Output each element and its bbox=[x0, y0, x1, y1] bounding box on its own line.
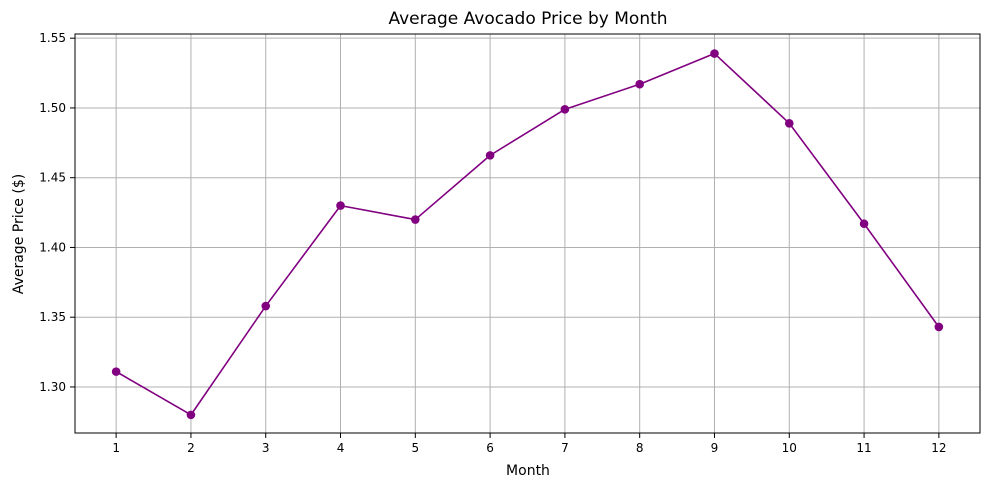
x-tick-label: 10 bbox=[782, 441, 797, 455]
data-point bbox=[186, 410, 196, 420]
data-point bbox=[635, 79, 644, 89]
y-tick-label: 1.50 bbox=[39, 101, 66, 115]
x-axis-label: Month bbox=[506, 463, 550, 479]
x-tick-label: 1 bbox=[112, 441, 120, 455]
y-tick-label: 1.35 bbox=[39, 310, 66, 324]
x-tick-label: 5 bbox=[411, 441, 419, 455]
y-tick-label: 1.30 bbox=[39, 380, 66, 394]
x-tick-label: 6 bbox=[486, 441, 494, 455]
x-tick-label: 3 bbox=[262, 441, 270, 455]
grid-lines bbox=[75, 34, 980, 433]
data-point bbox=[859, 219, 869, 229]
data-point bbox=[336, 201, 345, 210]
y-axis-ticks: 1.30 1.35 1.40 1.45 1.50 1.55 bbox=[39, 31, 75, 394]
x-tick-label: 8 bbox=[636, 441, 644, 455]
x-tick-label: 4 bbox=[337, 441, 345, 455]
y-tick-label: 1.55 bbox=[39, 31, 66, 45]
series-line bbox=[115, 52, 940, 416]
x-tick-label: 9 bbox=[711, 441, 719, 455]
data-point bbox=[934, 322, 944, 332]
data-point bbox=[485, 151, 495, 160]
y-tick-label: 1.45 bbox=[39, 171, 66, 185]
data-point bbox=[411, 215, 420, 224]
x-tick-label: 12 bbox=[931, 441, 946, 455]
series-layer bbox=[111, 49, 944, 420]
y-tick-label: 1.40 bbox=[39, 240, 66, 254]
data-point bbox=[261, 301, 271, 311]
x-axis-ticks: 1 2 3 4 5 6 7 8 9 10 11 12 bbox=[112, 433, 947, 455]
data-point bbox=[710, 49, 719, 58]
x-tick-label: 11 bbox=[856, 441, 871, 455]
x-tick-label: 7 bbox=[561, 441, 569, 455]
x-tick-label: 2 bbox=[187, 441, 195, 455]
data-point bbox=[111, 367, 121, 376]
data-point bbox=[560, 105, 570, 114]
chart-title: Average Avocado Price by Month bbox=[388, 9, 667, 29]
data-point bbox=[784, 118, 794, 128]
y-axis-label: Average Price ($) bbox=[11, 174, 27, 294]
plot-frame bbox=[74, 33, 981, 434]
